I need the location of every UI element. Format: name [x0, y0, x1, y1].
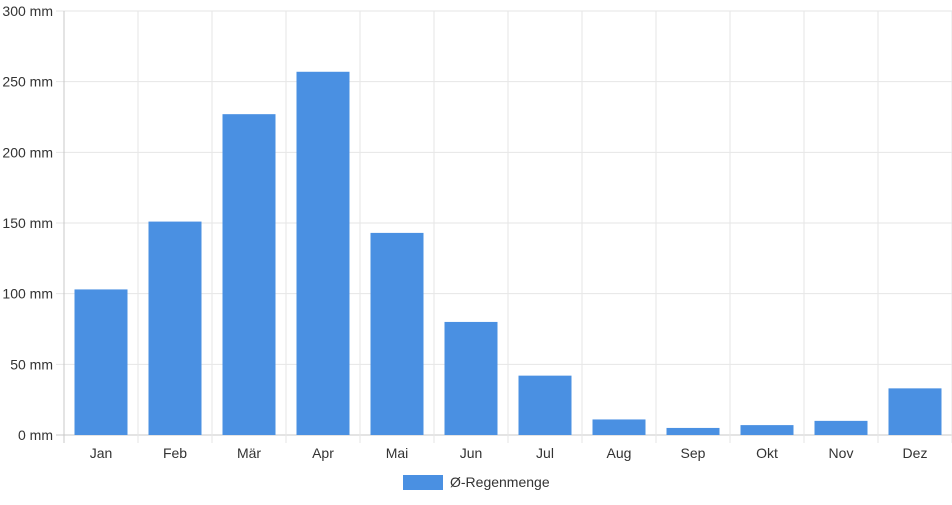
x-tick-label: Jul [536, 445, 554, 461]
x-tick-label: Sep [681, 445, 706, 461]
grid [56, 10, 952, 443]
x-tick-label: Feb [163, 445, 187, 461]
legend-swatch [403, 475, 443, 490]
x-tick-label: Mai [386, 445, 409, 461]
y-tick-label: 0 mm [18, 427, 53, 443]
x-tick-label: Apr [312, 445, 334, 461]
y-tick-label: 250 mm [2, 74, 53, 90]
x-tick-label: Okt [756, 445, 778, 461]
y-tick-label: 150 mm [2, 215, 53, 231]
bar-jan[interactable] [74, 289, 128, 435]
legend[interactable]: Ø-Regenmenge [403, 474, 550, 490]
x-tick-label: Mär [237, 445, 261, 461]
legend-label: Ø-Regenmenge [450, 474, 550, 490]
bar-mär[interactable] [222, 114, 276, 435]
bars [74, 71, 942, 436]
bar-okt[interactable] [740, 425, 794, 435]
bar-sep[interactable] [666, 427, 720, 435]
y-tick-label: 50 mm [10, 356, 53, 372]
bar-apr[interactable] [296, 71, 350, 436]
y-tick-label: 300 mm [2, 3, 53, 19]
y-tick-label: 100 mm [2, 286, 53, 302]
x-tick-label: Aug [607, 445, 632, 461]
bar-nov[interactable] [814, 420, 868, 435]
bar-jun[interactable] [444, 321, 498, 435]
bar-feb[interactable] [148, 221, 202, 435]
bar-dez[interactable] [888, 388, 942, 435]
x-tick-label: Nov [829, 445, 854, 461]
bar-jul[interactable] [518, 375, 572, 435]
y-tick-label: 200 mm [2, 144, 53, 160]
x-tick-label: Jan [90, 445, 113, 461]
x-tick-label: Jun [460, 445, 483, 461]
x-tick-label: Dez [903, 445, 928, 461]
axes: 0 mm 50 mm 100 mm 150 mm 200 mm 250 mm 300 mm J… [2, 3, 927, 461]
bar-mai[interactable] [370, 232, 424, 435]
bar-aug[interactable] [592, 419, 646, 435]
